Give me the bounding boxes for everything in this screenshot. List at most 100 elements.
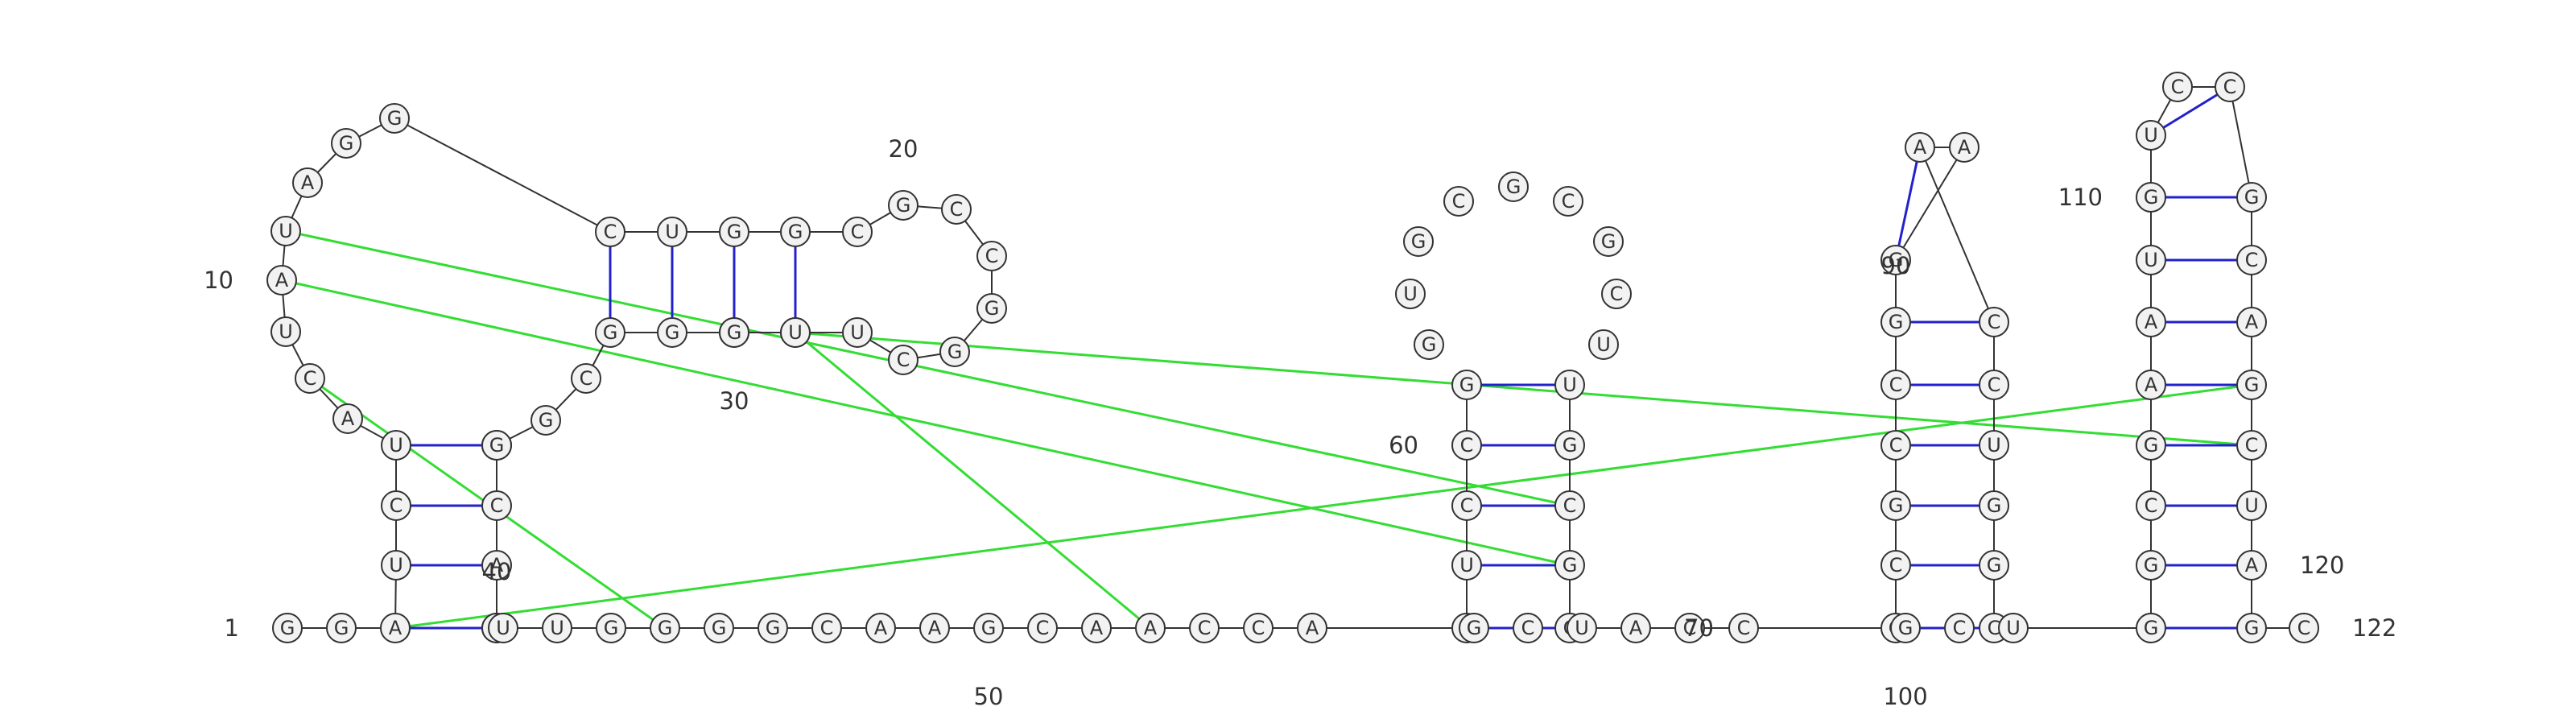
nucleotide: C xyxy=(1880,370,1911,400)
nucleotide-circle xyxy=(1498,172,1529,202)
nucleotide-letter: C xyxy=(2223,76,2237,98)
nucleotide-circle xyxy=(1553,186,1583,217)
nucleotide: G xyxy=(719,317,749,348)
nucleotide-circle xyxy=(481,490,512,521)
nucleotide-circle xyxy=(270,216,301,246)
nucleotide-letter: C xyxy=(390,494,403,517)
nucleotide-letter: G xyxy=(1563,434,1578,457)
nucleotide-letter: U xyxy=(1403,283,1418,305)
nucleotide-letter: U xyxy=(550,617,564,639)
nucleotide-letter: G xyxy=(712,617,727,639)
nucleotide-circle xyxy=(1554,490,1585,521)
nucleotide-letter: G xyxy=(1889,249,1904,271)
nucleotide-circle xyxy=(973,613,1004,643)
nucleotide: C xyxy=(1880,550,1911,581)
nucleotide-letter: A xyxy=(2145,374,2158,396)
backbone-segment xyxy=(1895,147,1965,261)
nucleotide-letter: G xyxy=(1563,554,1578,577)
nucleotide: C xyxy=(1728,613,1759,643)
nucleotide: G xyxy=(595,317,625,348)
nucleotide-letter: C xyxy=(1988,374,2001,396)
nucleotide-circle xyxy=(1979,490,2009,521)
backbone xyxy=(281,86,2304,629)
nucleotide-letter: U xyxy=(2244,494,2259,517)
nucleotide-letter: C xyxy=(1610,283,1624,305)
nucleotide-letter: C xyxy=(490,494,504,517)
nucleotide: G xyxy=(704,613,734,643)
nucleotide: C xyxy=(1189,613,1220,643)
nucleotide: A xyxy=(481,550,512,581)
nucleotide-circle xyxy=(2136,245,2166,275)
nucleotide: G xyxy=(2136,550,2166,581)
nucleotide-circle xyxy=(332,403,363,434)
nucleotide: G xyxy=(888,190,919,221)
nucleotide: A xyxy=(1135,613,1166,643)
nucleotide-circle xyxy=(2236,613,2267,643)
nucleotide-circle xyxy=(842,317,873,348)
nucleotide: C xyxy=(381,490,411,521)
nucleotide-letter: G xyxy=(489,434,505,457)
nucleotide-letter: C xyxy=(1889,434,1903,457)
nucleotide-circle xyxy=(888,190,919,221)
nucleotide: U xyxy=(270,216,301,246)
nucleotide-circle xyxy=(1189,613,1220,643)
nucleotide-circle xyxy=(1601,279,1632,309)
nucleotide: G xyxy=(939,337,970,367)
nucleotide: U xyxy=(780,317,811,348)
nucleotide-letter: C xyxy=(2171,76,2185,98)
nucleotide-letter: G xyxy=(2144,554,2159,577)
nucleotide-letter: G xyxy=(334,617,349,639)
nucleotide-circle xyxy=(1554,370,1585,400)
nucleotide-letter: A xyxy=(389,617,402,639)
nucleotide-circle xyxy=(596,613,626,643)
nucleotide: A xyxy=(919,613,950,643)
nucleotide-letter: C xyxy=(1562,190,1575,213)
nucleotide-circle xyxy=(1451,550,1482,581)
nucleotide-circle xyxy=(1890,613,1921,643)
nucleotide: G xyxy=(650,613,680,643)
nucleotide-circle xyxy=(2236,550,2267,581)
base-pair xyxy=(2150,85,2231,137)
nucleotide: C xyxy=(811,613,842,643)
nucleotide-circle xyxy=(1998,613,2029,643)
tertiary-interaction xyxy=(281,279,1571,567)
position-label: 100 xyxy=(1883,683,1927,710)
nucleotide: C xyxy=(2236,430,2267,461)
nucleotide-circle xyxy=(941,194,972,225)
nucleotide: C xyxy=(1979,307,2009,337)
nucleotide-circle xyxy=(1944,613,1975,643)
nucleotide: U xyxy=(842,317,873,348)
nucleotide-letter: G xyxy=(2144,617,2159,639)
nucleotide-circle xyxy=(2136,550,2166,581)
nucleotide: C xyxy=(2136,490,2166,521)
nucleotide: C xyxy=(1674,613,1705,643)
nucleotide-letter: U xyxy=(279,320,293,343)
position-label: 70 xyxy=(1684,614,1714,642)
nucleotide-letter: U xyxy=(2144,249,2158,271)
nucleotide-letter: A xyxy=(874,617,888,639)
nucleotide-circle xyxy=(1979,430,2009,461)
backbone-segment xyxy=(2229,86,2252,198)
position-label: 1 xyxy=(225,614,239,642)
nucleotide: C xyxy=(2289,613,2319,643)
nucleotide-letter: G xyxy=(947,341,963,363)
nucleotide: U xyxy=(488,613,518,643)
nucleotide: A xyxy=(332,403,363,434)
nucleotide-circle xyxy=(1451,430,1482,461)
nucleotide-letter: A xyxy=(1144,617,1158,639)
nucleotide: C xyxy=(1601,279,1632,309)
nucleotide-circle xyxy=(381,430,411,461)
nucleotide-letter: A xyxy=(275,269,289,291)
nucleotide-letter: G xyxy=(1467,617,1482,639)
nucleotide-letter: G xyxy=(539,409,554,432)
nucleotide-letter: A xyxy=(490,554,504,577)
nucleotide-circle xyxy=(2136,490,2166,521)
nucleotide-letter: G xyxy=(658,617,673,639)
nucleotide-circle xyxy=(488,613,518,643)
nucleotide-letter: G xyxy=(985,297,1000,320)
nucleotide-letter: G xyxy=(1889,311,1904,333)
nucleotide: U xyxy=(1451,550,1482,581)
nucleotide-circle xyxy=(1451,370,1482,400)
nucleotide-circle xyxy=(1905,132,1935,163)
nucleotide: G xyxy=(1554,550,1585,581)
